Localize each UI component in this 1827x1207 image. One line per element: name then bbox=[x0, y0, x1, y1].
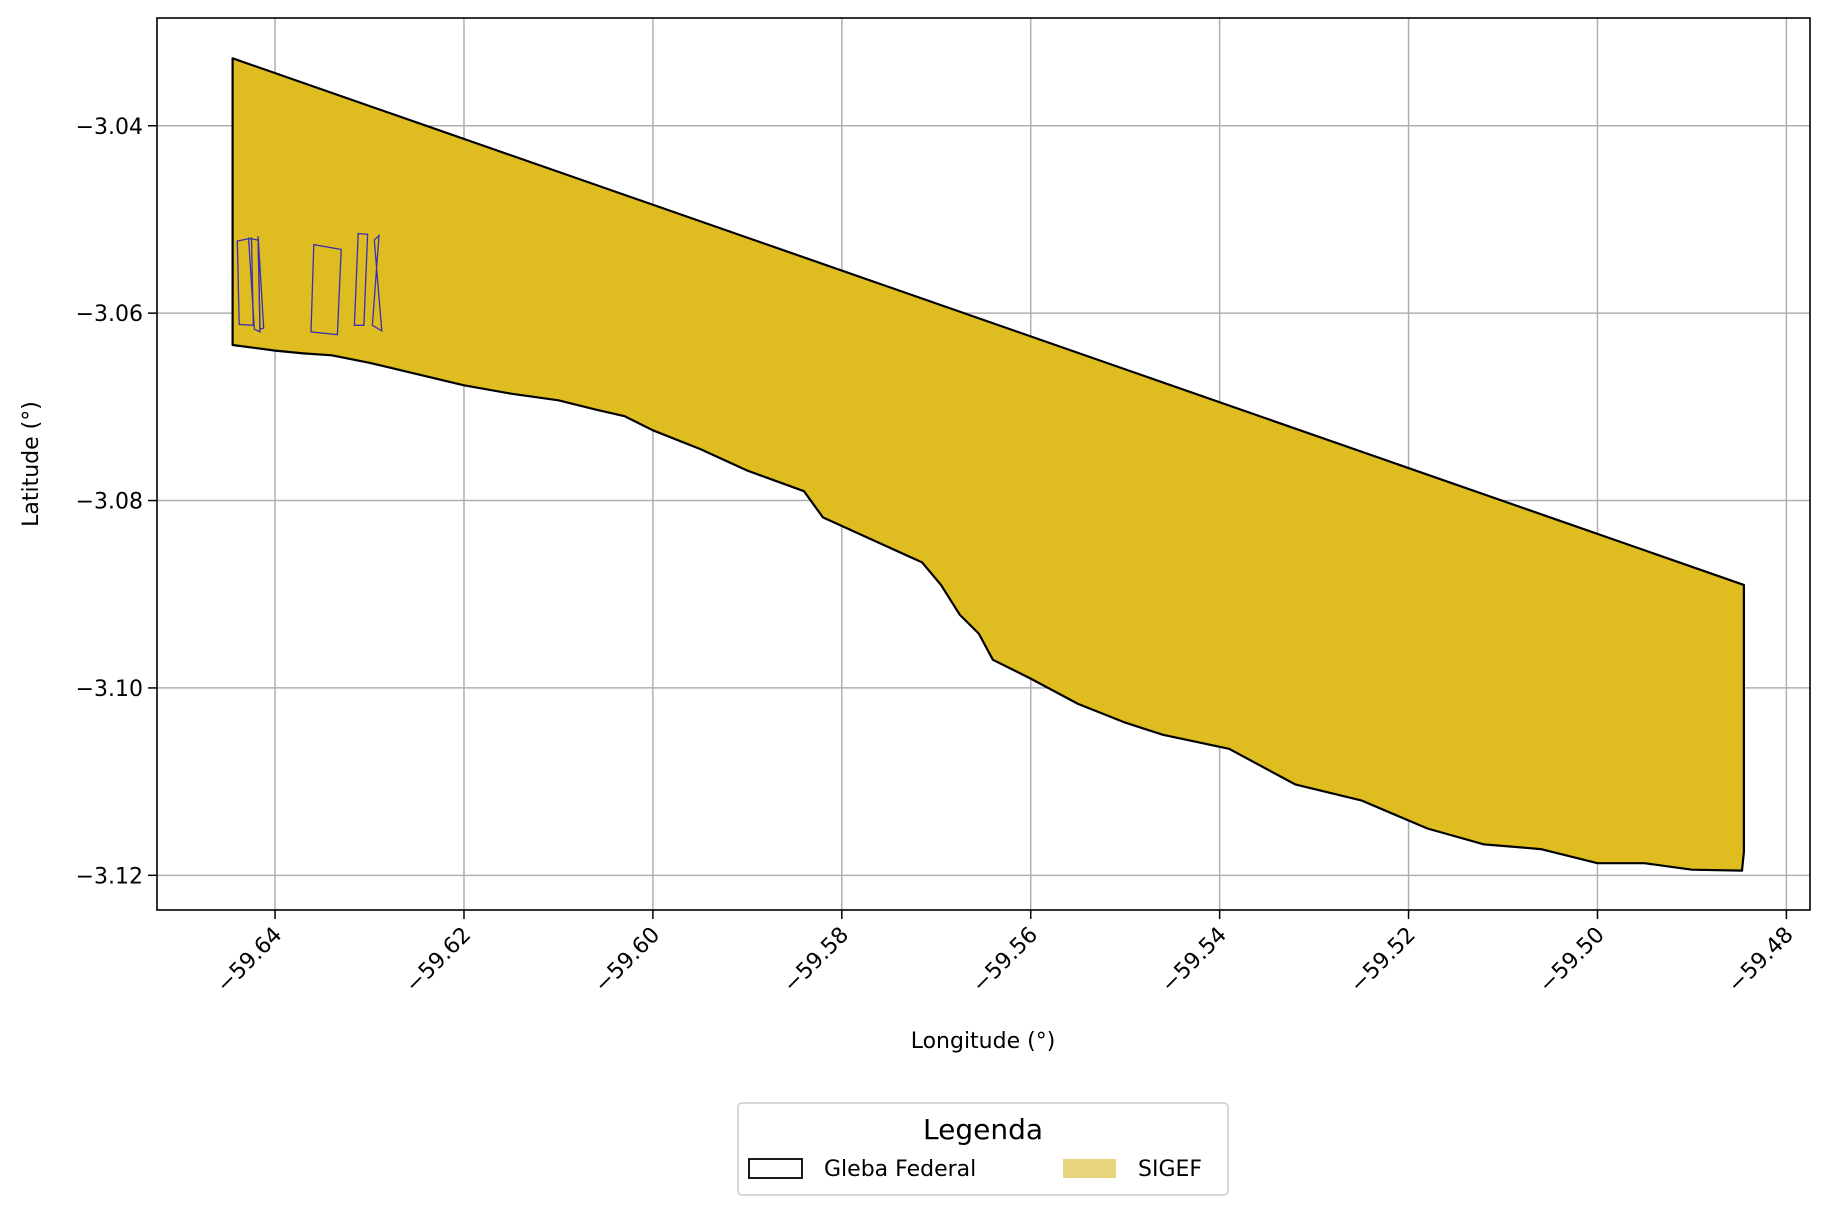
y-tick-label: −3.06 bbox=[76, 302, 143, 327]
polygons-layer bbox=[231, 57, 1746, 872]
y-tick-label: −3.10 bbox=[76, 677, 143, 702]
legend-swatch-sigef bbox=[1063, 1159, 1116, 1178]
y-tick-label: −3.08 bbox=[76, 490, 143, 515]
sigef-parcel-polygon bbox=[371, 233, 383, 333]
legend-label-gleba-federal: Gleba Federal bbox=[824, 1157, 976, 1182]
sigef-parcel-polygon bbox=[247, 237, 261, 333]
y-axis-title: Latitude (°) bbox=[19, 401, 44, 527]
grid-lines bbox=[157, 18, 1810, 910]
legend-label-sigef: SIGEF bbox=[1138, 1157, 1202, 1182]
plot-area-frame bbox=[156, 17, 1811, 911]
legend-title: Legenda bbox=[923, 1113, 1043, 1146]
legend-swatch-gleba-federal bbox=[748, 1158, 803, 1179]
y-tick-label: −3.12 bbox=[76, 864, 143, 889]
x-axis-title: Longitude (°) bbox=[911, 1029, 1056, 1054]
y-tick-label: −3.04 bbox=[76, 115, 143, 140]
sigef-parcel-polygon bbox=[353, 232, 369, 326]
gleba-federal-polygon bbox=[231, 57, 1746, 872]
sigef-parcel-polygon bbox=[310, 243, 342, 336]
sigef-parcel-polygon bbox=[236, 237, 254, 326]
sigef-parcel-polygon bbox=[257, 236, 265, 330]
legend: Legenda Gleba Federal SIGEF bbox=[737, 1102, 1229, 1196]
